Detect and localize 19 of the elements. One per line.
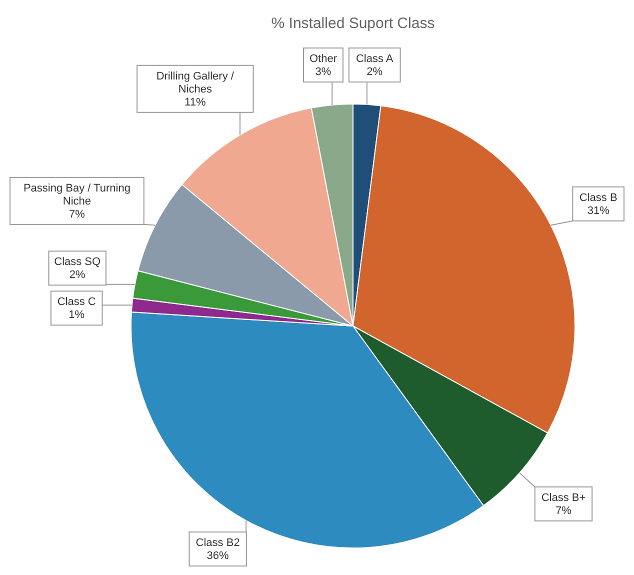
data-label: 36% [206, 550, 230, 562]
data-label: 2% [366, 66, 383, 78]
data-label: 11% [184, 96, 206, 108]
slice-label: Class A [356, 53, 394, 65]
slice-label: Class SQ [54, 256, 102, 268]
data-label: 1% [68, 309, 85, 322]
slice-label: Class B2 [196, 537, 240, 549]
slice-label: Other [309, 53, 338, 65]
slice-label: Class B+ [541, 492, 586, 504]
slice-label: Passing Bay / Turning Niche [23, 182, 130, 208]
data-label: 31% [587, 204, 610, 217]
chart-title: % Installed Suport Class [271, 15, 435, 32]
slice-label: Class C [57, 296, 96, 308]
slice-label: Class B [579, 192, 618, 204]
slice-label: Drilling Gallery / Niches [156, 70, 235, 96]
data-label: 7% [556, 504, 572, 517]
data-label: 3% [315, 66, 332, 78]
data-label: 2% [69, 269, 86, 282]
data-label: 7% [68, 208, 86, 220]
